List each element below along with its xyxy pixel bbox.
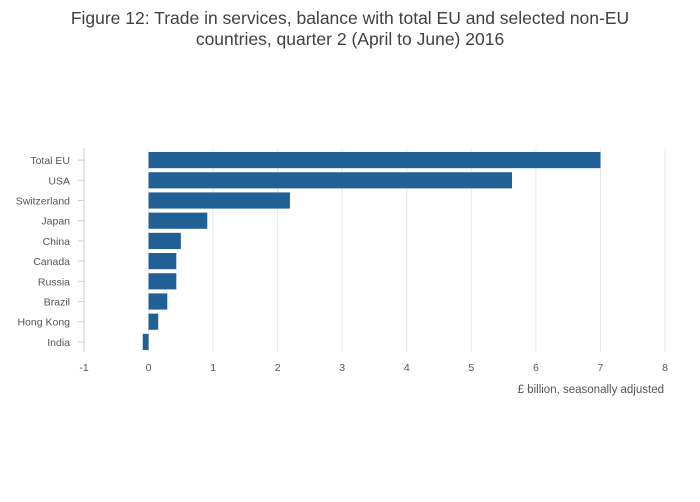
- x-tick-label: 5: [468, 362, 474, 374]
- x-tick-label: 2: [275, 362, 281, 374]
- x-tick-label: 4: [404, 362, 410, 374]
- bar: [148, 172, 513, 189]
- bars: [142, 152, 601, 350]
- bar: [148, 253, 177, 270]
- chart-title: Figure 12: Trade in services, balance wi…: [0, 8, 700, 50]
- x-tick-label: 0: [146, 362, 152, 374]
- bar: [148, 273, 177, 290]
- bar: [142, 333, 149, 350]
- category-label: India: [47, 337, 70, 349]
- bar: [148, 313, 159, 330]
- category-label: China: [43, 236, 71, 248]
- category-label: Canada: [33, 256, 70, 268]
- category-label: USA: [48, 175, 70, 187]
- bar: [148, 192, 290, 209]
- x-tick-label: 1: [210, 362, 216, 374]
- x-tick-label: 6: [533, 362, 539, 374]
- category-label: Hong Kong: [17, 317, 70, 329]
- x-tick-label: 3: [339, 362, 345, 374]
- category-label: Japan: [41, 216, 70, 228]
- bar: [148, 212, 208, 229]
- bar: [148, 293, 168, 310]
- bar: [148, 232, 181, 249]
- category-label: Brazil: [44, 297, 70, 309]
- x-tick-label: 7: [598, 362, 604, 374]
- category-label: Russia: [38, 276, 70, 288]
- value-axis-ticks: -1 0 1 2 3 4 5 6 7 8: [79, 362, 668, 374]
- chart-title-line-2: countries, quarter 2 (April to June) 201…: [195, 29, 505, 49]
- category-label: Total EU: [30, 155, 70, 167]
- x-tick-label: 8: [662, 362, 668, 374]
- x-axis-title: £ billion, seasonally adjusted: [518, 384, 664, 396]
- category-axis: Total EU USA Switzerland Japan China Canada Ru…: [16, 148, 85, 352]
- chart-title-line-1: Figure 12: Trade in services, balance wi…: [70, 8, 630, 28]
- x-tick-label: -1: [79, 362, 88, 374]
- category-label: Switzerland: [16, 196, 70, 208]
- bar: [148, 152, 601, 169]
